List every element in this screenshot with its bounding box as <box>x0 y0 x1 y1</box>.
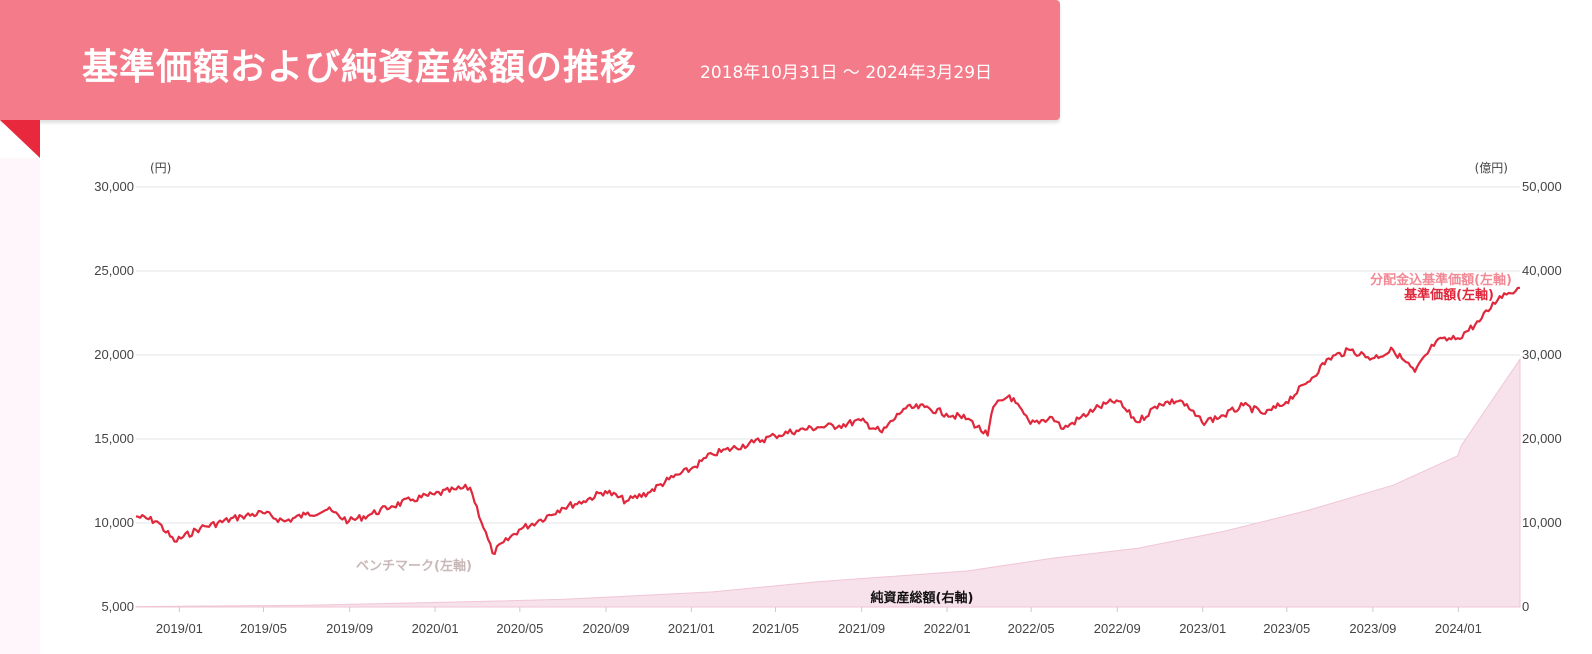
right-axis-tick-label: 0 <box>1522 599 1529 614</box>
left-axis-tick-label: 20,000 <box>94 347 134 362</box>
x-axis-tick-label: 2019/01 <box>156 621 203 636</box>
x-axis-tick-label: 2022/01 <box>924 621 971 636</box>
x-axis-tick-label: 2023/01 <box>1179 621 1226 636</box>
x-axis-tick-label: 2022/05 <box>1008 621 1055 636</box>
nav-line-layer <box>135 286 1521 555</box>
right-axis-unit: (億円) <box>1475 161 1508 175</box>
nav-label: 基準価額(左軸) <box>1403 287 1494 303</box>
x-axis-tick-label: 2020/05 <box>496 621 543 636</box>
section-title: 基準価額および純資産総額の推移 <box>82 47 638 88</box>
x-axis-tick-label: 2023/09 <box>1349 621 1396 636</box>
nav-line <box>135 286 1521 555</box>
left-axis-tick-label: 25,000 <box>94 263 134 278</box>
series-label-layer: 分配金込基準価額(左軸)基準価額(左軸) ベンチマーク(左軸) 純資産総額(右軸) <box>356 272 1512 606</box>
x-axis-tick-label: 2024/01 <box>1435 621 1482 636</box>
left-axis-tick-label: 5,000 <box>101 599 134 614</box>
benchmark-label: ベンチマーク(左軸) <box>356 558 472 574</box>
aum-area <box>135 357 1521 608</box>
x-axis-tick-label: 2021/05 <box>752 621 799 636</box>
period-range: 2018年10月31日 ～ 2024年3月29日 <box>700 63 993 83</box>
right-axis-tick-label: 20,000 <box>1522 431 1562 446</box>
right-axis-tick-label: 40,000 <box>1522 263 1562 278</box>
x-axis-tick-label: 2021/01 <box>668 621 715 636</box>
aum-label: 純資産総額(右軸) <box>871 590 974 606</box>
right-axis-tick-label: 30,000 <box>1522 347 1562 362</box>
x-axis-tick-label: 2019/05 <box>240 621 287 636</box>
aum-area-layer <box>135 357 1521 608</box>
right-axis-tick-label: 50,000 <box>1522 179 1562 194</box>
left-axis-unit: (円) <box>150 161 171 175</box>
right-axis-tick-label: 10,000 <box>1522 515 1562 530</box>
left-axis-tick-label: 15,000 <box>94 431 134 446</box>
left-axis-tick-label: 10,000 <box>94 515 134 530</box>
left-sidebar-strip <box>0 158 40 654</box>
x-axis-tick-label: 2020/09 <box>582 621 629 636</box>
x-axis-tick-label: 2020/01 <box>412 621 459 636</box>
nav-with-dividends-label: 分配金込基準価額(左軸) <box>1370 272 1512 288</box>
section-header: 基準価額および純資産総額の推移 2018年10月31日 ～ 2024年3月29日 <box>0 0 1060 120</box>
x-axis-tick-label: 2021/09 <box>838 621 885 636</box>
x-axis-tick-label: 2023/05 <box>1263 621 1310 636</box>
axis-layer: 5,000 0 10,000 10,000 15,000 20,000 20,000 30,0… <box>94 161 1562 636</box>
x-axis-tick-label: 2019/09 <box>326 621 373 636</box>
left-axis-tick-label: 30,000 <box>94 179 134 194</box>
header-ribbon-corner <box>0 120 40 158</box>
x-axis-tick-label: 2022/09 <box>1094 621 1141 636</box>
